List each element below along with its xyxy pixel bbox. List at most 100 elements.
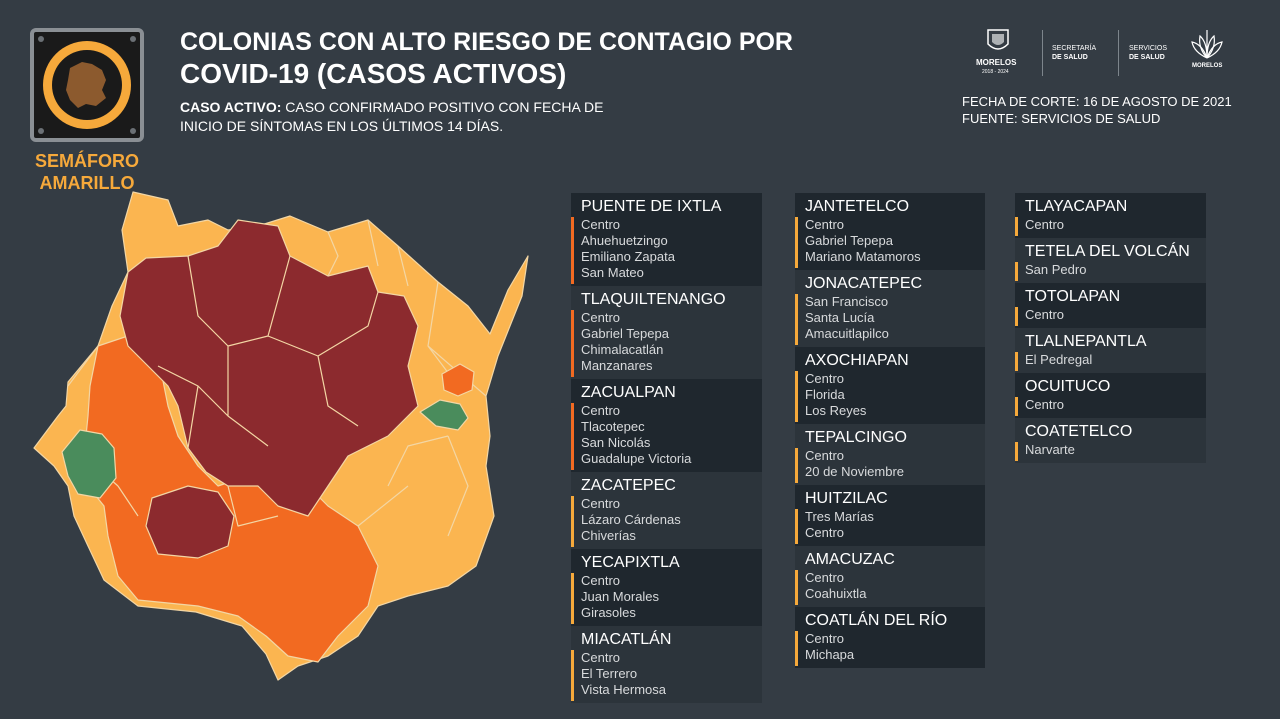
logos-bar: MORELOS 2018 - 2024 SECRETARÍA DE SALUD … bbox=[972, 26, 1232, 82]
municipio-block: MIACATLÁN Centro El Terrero Vista Hermosa bbox=[571, 626, 762, 703]
colonias-list: Centro Gabriel Tepepa Mariano Matamoros bbox=[795, 217, 985, 268]
title-line2: COVID-19 (CASOS ACTIVOS) bbox=[180, 58, 567, 89]
colonias-list: Centro Ahuehuetzingo Emiliano Zapata San Ma… bbox=[571, 217, 762, 284]
logo-servicios-1: SERVICIOS bbox=[1129, 45, 1167, 52]
map-region-green bbox=[61, 429, 117, 499]
municipio-block: TOTOLAPAN Centro bbox=[1015, 283, 1206, 328]
colonia-item: Centro bbox=[581, 310, 621, 325]
list-column-2: JANTETELCO Centro Gabriel Tepepa Mariano Ma… bbox=[795, 193, 985, 668]
colonia-item: Chiverías bbox=[581, 528, 636, 543]
definition-term: CASO ACTIVO: bbox=[180, 99, 282, 115]
colonias-list: San Francisco Santa Lucía Amacuitlapilco bbox=[795, 294, 985, 345]
municipio-name: TOTOLAPAN bbox=[1025, 288, 1121, 305]
definition-line2: INICIO DE SÍNTOMAS EN LOS ÚLTIMOS 14 DÍA… bbox=[180, 118, 504, 134]
municipio-name: AXOCHIAPAN bbox=[805, 352, 909, 369]
colonia-item: Gabriel Tepepa bbox=[805, 233, 893, 248]
municipio-name: YECAPIXTLA bbox=[581, 554, 680, 571]
municipio-name: MIACATLÁN bbox=[581, 631, 672, 648]
municipio-name: COATLÁN DEL RÍO bbox=[805, 612, 948, 629]
municipio-block: TLALNEPANTLA El Pedregal bbox=[1015, 328, 1206, 373]
municipio-block: OCUITUCO Centro bbox=[1015, 373, 1206, 418]
logo-morelos-text: MORELOS bbox=[976, 58, 1017, 67]
definition-line1: CASO CONFIRMADO POSITIVO CON FECHA DE bbox=[285, 99, 604, 115]
colonia-item: Tlacotepec bbox=[581, 419, 645, 434]
colonias-list: Centro Coahuixtla bbox=[795, 570, 985, 605]
map-region-red bbox=[145, 485, 235, 559]
logo-divider bbox=[1042, 30, 1043, 76]
colonia-item: Centro bbox=[805, 525, 845, 540]
colonia-item: Centro bbox=[581, 496, 621, 511]
colonias-list: Centro bbox=[1015, 217, 1206, 236]
colonia-item: Centro bbox=[805, 631, 845, 646]
colonia-item: San Mateo bbox=[581, 265, 644, 280]
logo-morelos-right: MORELOS bbox=[1192, 63, 1223, 69]
colonia-item: Chimalacatlán bbox=[581, 342, 664, 357]
municipio-block: HUITZILAC Tres Marías Centro bbox=[795, 485, 985, 546]
colonia-item: Narvarte bbox=[1025, 442, 1075, 457]
colonia-item: Guadalupe Victoria bbox=[581, 451, 692, 466]
municipio-name: TETELA DEL VOLCÁN bbox=[1025, 243, 1190, 260]
colonia-item: Vista Hermosa bbox=[581, 682, 667, 697]
municipio-name: HUITZILAC bbox=[805, 490, 888, 507]
semaforo-label-line2: AMARILLO bbox=[39, 173, 135, 193]
colonias-list: Centro Tlacotepec San Nicolás Guadalupe Vic… bbox=[571, 403, 762, 470]
colonia-item: Coahuixtla bbox=[805, 586, 867, 601]
municipio-block: TEPALCINGO Centro 20 de Noviembre bbox=[795, 424, 985, 485]
semaforo-label: SEMÁFORO AMARILLO bbox=[14, 150, 160, 194]
list-column-3: TLAYACAPAN Centro TETELA DEL VOLCÁN San Ped… bbox=[1015, 193, 1206, 463]
colonias-list: Centro Florida Los Reyes bbox=[795, 371, 985, 422]
municipio-block: TETELA DEL VOLCÁN San Pedro bbox=[1015, 238, 1206, 283]
colonias-list: Centro bbox=[1015, 307, 1206, 326]
municipio-name: TLAYACAPAN bbox=[1025, 198, 1128, 215]
municipio-block: TLAYACAPAN Centro bbox=[1015, 193, 1206, 238]
title-line1: COLONIAS CON ALTO RIESGO DE CONTAGIO POR bbox=[180, 28, 793, 56]
colonia-item: Centro bbox=[805, 217, 845, 232]
colonias-list: El Pedregal bbox=[1015, 352, 1206, 371]
fecha-corte: FECHA DE CORTE: 16 DE AGOSTO DE 2021 bbox=[962, 94, 1232, 109]
municipio-block: AMACUZAC Centro Coahuixtla bbox=[795, 546, 985, 607]
colonia-item: Centro bbox=[581, 650, 621, 665]
municipio-name: TLALNEPANTLA bbox=[1025, 333, 1147, 350]
colonia-item: Centro bbox=[805, 570, 845, 585]
colonia-item: Centro bbox=[805, 371, 845, 386]
colonias-list: Tres Marías Centro bbox=[795, 509, 985, 544]
colonia-item: Manzanares bbox=[581, 358, 653, 373]
municipio-name: AMACUZAC bbox=[805, 551, 895, 568]
colonias-list: Centro Michapa bbox=[795, 631, 985, 666]
colonia-item: Tres Marías bbox=[805, 509, 874, 524]
colonia-item: Centro bbox=[581, 573, 621, 588]
colonias-list: Centro El Terrero Vista Hermosa bbox=[571, 650, 762, 701]
logo-divider bbox=[1118, 30, 1119, 76]
colonia-item: Girasoles bbox=[581, 605, 636, 620]
colonia-item: Mariano Matamoros bbox=[805, 249, 921, 264]
municipio-block: YECAPIXTLA Centro Juan Morales Girasoles bbox=[571, 549, 762, 626]
logo-secretaria-2: DE SALUD bbox=[1052, 54, 1088, 61]
colonia-item: Florida bbox=[805, 387, 845, 402]
colonias-list: Centro 20 de Noviembre bbox=[795, 448, 985, 483]
colonia-item: El Pedregal bbox=[1025, 352, 1093, 367]
colonia-item: Centro bbox=[1025, 397, 1065, 412]
municipio-block: TLAQUILTENANGO Centro Gabriel Tepepa Chimal… bbox=[571, 286, 762, 379]
municipio-name: ZACUALPAN bbox=[581, 384, 676, 401]
municipio-name: TEPALCINGO bbox=[805, 429, 907, 446]
colonia-item: Michapa bbox=[805, 647, 855, 662]
colonia-item: Emiliano Zapata bbox=[581, 249, 675, 264]
colonia-item: Juan Morales bbox=[581, 589, 660, 604]
municipio-block: COATLÁN DEL RÍO Centro Michapa bbox=[795, 607, 985, 668]
colonia-item: Ahuehuetzingo bbox=[581, 233, 668, 248]
municipio-name: PUENTE DE IXTLA bbox=[581, 198, 722, 215]
colonias-list: Centro Gabriel Tepepa Chimalacatlán Manzana… bbox=[571, 310, 762, 377]
colonias-list: Narvarte bbox=[1015, 442, 1206, 461]
municipio-block: ZACATEPEC Centro Lázaro Cárdenas Chiverías bbox=[571, 472, 762, 549]
morelos-risk-map bbox=[33, 191, 529, 681]
fuente: FUENTE: SERVICIOS DE SALUD bbox=[962, 111, 1161, 126]
municipio-name: JANTETELCO bbox=[805, 198, 910, 215]
municipio-name: OCUITUCO bbox=[1025, 378, 1111, 395]
municipio-block: ZACUALPAN Centro Tlacotepec San Nicolás Guad… bbox=[571, 379, 762, 472]
colonia-item: Santa Lucía bbox=[805, 310, 875, 325]
colonia-item: El Terrero bbox=[581, 666, 638, 681]
logo-servicios-2: DE SALUD bbox=[1129, 54, 1165, 61]
municipio-block: COATETELCO Narvarte bbox=[1015, 418, 1206, 463]
municipio-block: AXOCHIAPAN Centro Florida Los Reyes bbox=[795, 347, 985, 424]
map-region-orange bbox=[441, 363, 475, 397]
